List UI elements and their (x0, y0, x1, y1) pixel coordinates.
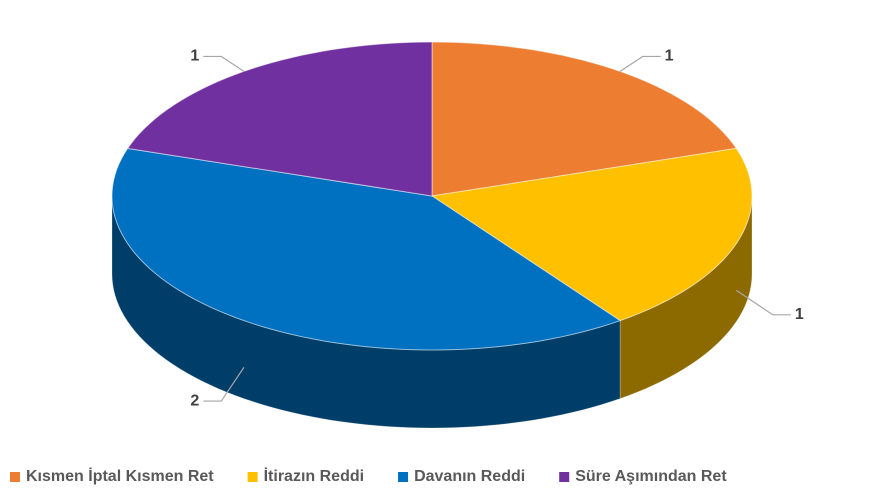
slice (126, 41, 433, 197)
slice (430, 147, 753, 322)
slice (431, 41, 738, 197)
data-label: 1 (795, 306, 804, 323)
data-label: 2 (190, 392, 199, 409)
leader-line (619, 55, 661, 72)
legend-label: Kısmen İptal Kısmen Ret (26, 467, 214, 485)
slice (111, 147, 622, 351)
legend-swatch (10, 472, 20, 482)
legend-swatch (247, 472, 258, 482)
legend-label: İtirazın Reddi (264, 467, 364, 485)
legend-label: Süre Aşımından Ret (575, 468, 727, 485)
leader-line (736, 289, 791, 316)
legend-swatch (559, 472, 570, 482)
data-label: 1 (665, 48, 674, 65)
data-label: 1 (190, 48, 199, 65)
leader-line (203, 367, 245, 402)
legend-swatch (398, 472, 409, 482)
leader-line (203, 55, 245, 72)
legend-label: Davanın Reddi (414, 468, 525, 485)
